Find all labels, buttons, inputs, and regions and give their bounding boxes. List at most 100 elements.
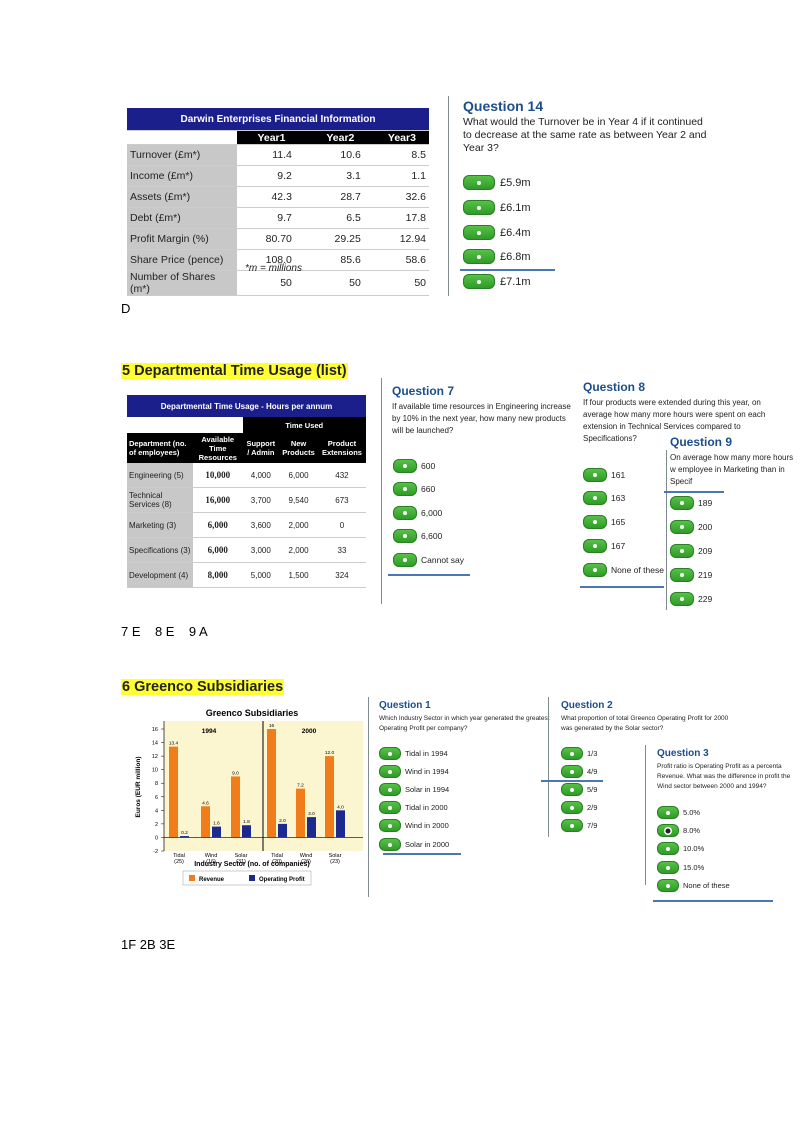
radio-icon[interactable] (379, 801, 401, 814)
radio-icon[interactable] (393, 529, 417, 543)
option[interactable]: None of these (657, 879, 730, 892)
option[interactable]: 15.0% (657, 861, 704, 874)
y-axis-label: Euros (EUR million) (135, 756, 142, 817)
question-8-text: If four products were extended during th… (583, 398, 766, 443)
bars: 13.4 0.2 4.6 1.6 9.0 1.8 16 2.0 7.2 3.0 12.0 4.0 (169, 723, 345, 838)
profit-bar (242, 825, 251, 838)
option[interactable]: 219 (670, 568, 712, 582)
radio-icon[interactable] (463, 274, 495, 289)
option[interactable]: Solar in 2000 (379, 838, 449, 851)
radio-icon[interactable] (583, 468, 607, 482)
radio-icon[interactable] (379, 819, 401, 832)
option[interactable]: 167 (583, 539, 625, 553)
option[interactable]: £6.1m (463, 200, 531, 215)
option[interactable]: Tidal in 1994 (379, 747, 448, 760)
data-label: 12.0 (325, 750, 335, 756)
radio-icon[interactable] (561, 783, 583, 796)
question-14-text: What would the Turnover be in Year 4 if … (463, 116, 707, 154)
radio-icon[interactable] (583, 515, 607, 529)
data-label: 1.6 (213, 821, 220, 827)
radio-icon[interactable] (657, 861, 679, 874)
radio-icon[interactable] (463, 175, 495, 190)
legend-swatch-profit (249, 875, 255, 881)
radio-icon[interactable] (657, 879, 679, 892)
option[interactable]: Wind in 2000 (379, 819, 449, 832)
radio-icon[interactable] (379, 765, 401, 778)
radio-icon[interactable] (583, 563, 607, 577)
option[interactable]: 200 (670, 520, 712, 534)
option[interactable]: 5/9 (561, 783, 597, 796)
option[interactable]: 10.0% (657, 842, 704, 855)
option[interactable]: 2/9 (561, 801, 597, 814)
table-row: Turnover (£m*) 11.4 10.6 8.5 (127, 144, 429, 166)
option[interactable]: 7/9 (561, 819, 597, 832)
radio-icon[interactable] (393, 553, 417, 567)
y-tick-label: -2 (153, 849, 158, 855)
radio-icon[interactable] (393, 482, 417, 496)
radio-icon[interactable] (583, 539, 607, 553)
answer-underline (388, 574, 470, 576)
col-header: Available Time Resources (193, 433, 243, 463)
option[interactable]: 161 (583, 468, 625, 482)
question-2-text: What proportion of total Greenco Operati… (561, 715, 729, 732)
data-label: 4.6 (202, 800, 209, 806)
option[interactable]: Wind in 1994 (379, 765, 449, 778)
table-row: Assets (£m*) 42.3 28.7 32.6 (127, 186, 429, 208)
table-row: Debt (£m*) 9.7 6.5 17.8 (127, 207, 429, 229)
radio-icon[interactable] (583, 491, 607, 505)
option-selected[interactable]: 8.0% (657, 824, 700, 837)
panel-label: 2000 (302, 728, 317, 735)
option[interactable]: £6.4m (463, 225, 531, 240)
data-label: 0.2 (181, 830, 188, 836)
radio-icon[interactable] (463, 225, 495, 240)
radio-icon[interactable] (463, 249, 495, 264)
question-7-text: If available time resources in Engineeri… (392, 402, 571, 435)
radio-icon[interactable] (379, 838, 401, 851)
option[interactable]: 660 (393, 482, 435, 496)
radio-icon[interactable] (379, 783, 401, 796)
radio-icon[interactable] (463, 200, 495, 215)
x-tick-label: Tidal (173, 853, 185, 859)
option[interactable]: 5.0% (657, 806, 700, 819)
option[interactable]: 209 (670, 544, 712, 558)
option[interactable]: £5.9m (463, 175, 531, 190)
answer-underline (653, 900, 773, 902)
option[interactable]: 6,000 (393, 506, 442, 520)
radio-icon[interactable] (393, 506, 417, 520)
radio-selected-icon[interactable] (657, 824, 679, 837)
radio-icon[interactable] (393, 459, 417, 473)
option[interactable]: Tidal in 2000 (379, 801, 448, 814)
data-label: 3.0 (308, 811, 315, 817)
option[interactable]: 165 (583, 515, 625, 529)
radio-icon[interactable] (670, 520, 694, 534)
option[interactable]: None of these (583, 563, 664, 577)
radio-icon[interactable] (561, 801, 583, 814)
radio-icon[interactable] (561, 819, 583, 832)
radio-icon[interactable] (670, 496, 694, 510)
radio-icon[interactable] (561, 747, 583, 760)
option[interactable]: Solar in 1994 (379, 783, 449, 796)
radio-icon[interactable] (670, 568, 694, 582)
option[interactable]: 189 (670, 496, 712, 510)
answer-text: 7 E 8 E 9 A (121, 624, 208, 639)
option[interactable]: 6,600 (393, 529, 442, 543)
option[interactable]: 229 (670, 592, 712, 606)
option[interactable]: Cannot say (393, 553, 464, 567)
option[interactable]: 600 (393, 459, 435, 473)
radio-icon[interactable] (670, 544, 694, 558)
divider (548, 697, 549, 837)
option[interactable]: £6.8m (463, 249, 531, 264)
radio-icon[interactable] (561, 765, 583, 778)
option[interactable]: £7.1m (463, 274, 531, 289)
answer-text: 1F 2B 3E (121, 937, 176, 952)
radio-icon[interactable] (657, 842, 679, 855)
y-tick-label: 2 (155, 822, 158, 828)
x-tick-labels: Tidal(25)Wind(16)Solar(31)Tidal(20)Wind(… (173, 853, 341, 865)
col-header: Product Extensions (317, 433, 366, 463)
radio-icon[interactable] (657, 806, 679, 819)
radio-icon[interactable] (379, 747, 401, 760)
option[interactable]: 163 (583, 491, 625, 505)
option[interactable]: 4/9 (561, 765, 597, 778)
radio-icon[interactable] (670, 592, 694, 606)
option[interactable]: 1/3 (561, 747, 597, 760)
